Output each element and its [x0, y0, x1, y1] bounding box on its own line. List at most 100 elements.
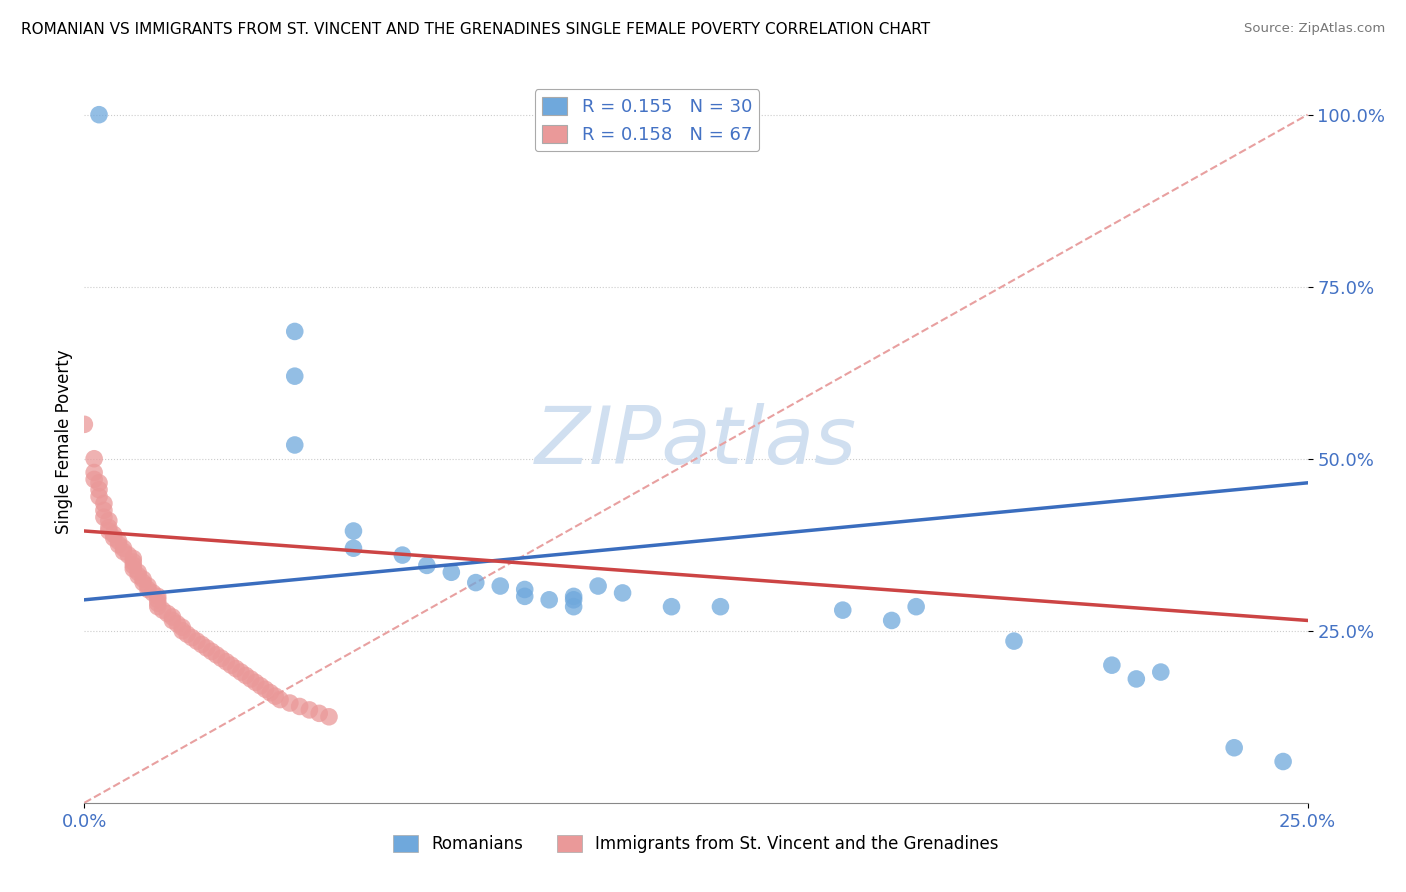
Point — [661, 599, 683, 614]
Point — [87, 490, 110, 504]
Point — [219, 658, 242, 673]
Point — [200, 644, 222, 658]
Point — [1150, 665, 1173, 679]
Point — [127, 568, 149, 582]
Point — [489, 579, 512, 593]
Point — [97, 520, 120, 534]
Point — [146, 590, 169, 604]
Point — [269, 692, 291, 706]
Point — [342, 524, 364, 538]
Point — [162, 614, 184, 628]
Point — [172, 624, 194, 638]
Point — [93, 496, 115, 510]
Point — [284, 325, 307, 339]
Point — [112, 544, 135, 558]
Text: ZIPatlas: ZIPatlas — [534, 402, 858, 481]
Point — [513, 590, 536, 604]
Point — [176, 627, 198, 641]
Point — [181, 631, 204, 645]
Point — [83, 466, 105, 480]
Text: ROMANIAN VS IMMIGRANTS FROM ST. VINCENT AND THE GRENADINES SINGLE FEMALE POVERTY: ROMANIAN VS IMMIGRANTS FROM ST. VINCENT … — [21, 22, 931, 37]
Point — [318, 710, 340, 724]
Point — [83, 472, 105, 486]
Point — [97, 524, 120, 538]
Point — [172, 620, 194, 634]
Point — [127, 566, 149, 580]
Text: Source: ZipAtlas.com: Source: ZipAtlas.com — [1244, 22, 1385, 36]
Point — [1002, 634, 1025, 648]
Point — [122, 558, 145, 573]
Point — [225, 662, 247, 676]
Point — [87, 483, 110, 497]
Point — [1101, 658, 1123, 673]
Point — [107, 534, 129, 549]
Point — [191, 638, 214, 652]
Point — [73, 417, 96, 432]
Point — [146, 599, 169, 614]
Point — [284, 438, 307, 452]
Point — [112, 541, 135, 556]
Point — [245, 675, 267, 690]
Point — [239, 672, 262, 686]
Point — [298, 703, 321, 717]
Point — [259, 686, 281, 700]
Point — [440, 566, 463, 580]
Point — [1272, 755, 1295, 769]
Point — [278, 696, 301, 710]
Point — [132, 575, 155, 590]
Point — [146, 596, 169, 610]
Point — [156, 607, 179, 621]
Point — [93, 510, 115, 524]
Point — [562, 599, 585, 614]
Point — [513, 582, 536, 597]
Point — [107, 538, 129, 552]
Point — [122, 562, 145, 576]
Point — [538, 592, 561, 607]
Point — [87, 108, 110, 122]
Point — [342, 541, 364, 556]
Point — [612, 586, 634, 600]
Point — [186, 634, 208, 648]
Point — [87, 475, 110, 490]
Point — [254, 682, 277, 697]
Point — [249, 679, 271, 693]
Point — [562, 592, 585, 607]
Point — [464, 575, 486, 590]
Point — [166, 616, 188, 631]
Point — [136, 579, 159, 593]
Point — [83, 451, 105, 466]
Y-axis label: Single Female Poverty: Single Female Poverty — [55, 350, 73, 533]
Point — [284, 369, 307, 384]
Point — [122, 551, 145, 566]
Point — [122, 555, 145, 569]
Point — [308, 706, 330, 721]
Point — [709, 599, 731, 614]
Point — [235, 668, 257, 682]
Point — [195, 640, 218, 655]
Point — [103, 531, 125, 545]
Point — [142, 586, 165, 600]
Point — [146, 592, 169, 607]
Legend: Romanians, Immigrants from St. Vincent and the Grenadines: Romanians, Immigrants from St. Vincent a… — [387, 828, 1005, 860]
Point — [136, 582, 159, 597]
Point — [416, 558, 439, 573]
Point — [1223, 740, 1246, 755]
Point — [562, 590, 585, 604]
Point — [162, 610, 184, 624]
Point — [831, 603, 853, 617]
Point — [215, 655, 238, 669]
Point — [93, 503, 115, 517]
Point — [117, 548, 139, 562]
Point — [264, 689, 287, 703]
Point — [97, 514, 120, 528]
Point — [880, 614, 903, 628]
Point — [132, 572, 155, 586]
Point — [1125, 672, 1147, 686]
Point — [391, 548, 413, 562]
Point — [288, 699, 311, 714]
Point — [205, 648, 228, 662]
Point — [229, 665, 252, 679]
Point — [905, 599, 928, 614]
Point — [209, 651, 232, 665]
Point — [103, 527, 125, 541]
